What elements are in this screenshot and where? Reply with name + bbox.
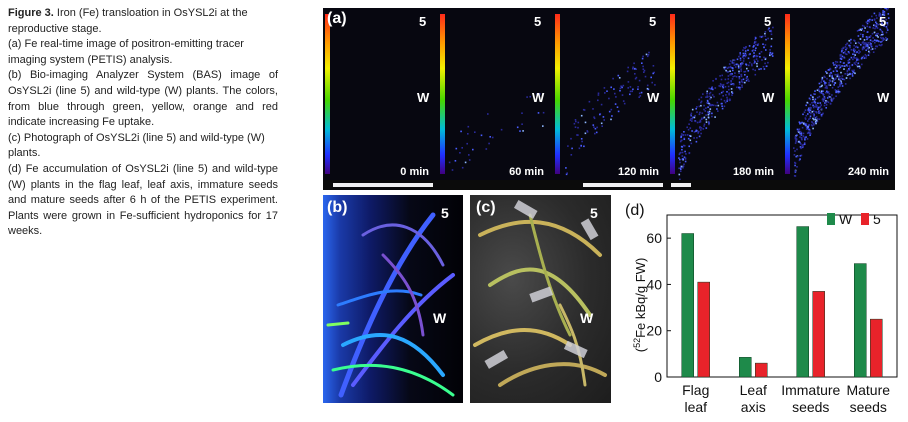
frame-time: 120 min [618, 166, 659, 178]
frame-time: 240 min [848, 166, 889, 178]
legend-swatch-5 [861, 213, 869, 225]
frame-label-5: 5 [764, 14, 772, 29]
legend-label-5: 5 [873, 211, 881, 227]
petis-signal-speckle [448, 93, 545, 171]
bar-5-3 [870, 318, 883, 378]
petis-frame-60: 5 W 60 min [438, 8, 550, 180]
frame-label-w: W [417, 90, 430, 105]
panel-c-label: (c) [476, 199, 496, 216]
y-tick-label: 20 [646, 323, 662, 339]
panel-d-label: (d) [625, 202, 645, 219]
timeline-bar [323, 180, 895, 190]
panel-c-label-w: W [580, 310, 594, 326]
petis-signal-speckle [678, 26, 774, 180]
y-axis-label-units: Fe kBq/g FW) [633, 258, 648, 338]
panel-a-petis-frames: 5 W 0 min 5 W 60 min 5 W 120 min 5 W 180… [323, 8, 895, 190]
caption-item-d: (d) Fe accumulation of OsYSL2i (line 5) … [8, 162, 278, 238]
plot-frame [666, 214, 898, 378]
color-scale-bar [670, 14, 675, 174]
bar-5-0 [697, 281, 710, 378]
y-tick-label: 0 [654, 369, 662, 385]
y-tick-label: 40 [646, 276, 662, 292]
frame-label-5: 5 [649, 14, 657, 29]
petis-signal-speckle [793, 8, 890, 177]
bar-5-1 [755, 362, 768, 378]
y-tick-label: 60 [646, 230, 662, 246]
frame-time: 180 min [733, 166, 774, 178]
timeline-segment [671, 183, 691, 187]
x-tick-label: Leaf [740, 382, 767, 398]
panel-b-label-w: W [433, 310, 447, 326]
petis-frame-180: 5 W 180 min [668, 8, 780, 180]
timeline-segment [583, 183, 663, 187]
color-scale-bar [555, 14, 560, 174]
color-scale-bar [325, 14, 330, 174]
legend-label-w: W [839, 211, 853, 227]
frame-label-5: 5 [879, 14, 887, 29]
x-tick-label: Mature [846, 382, 890, 398]
panel-c-photograph: (c) 5 W [470, 195, 611, 403]
plant-photo [473, 200, 607, 387]
x-tick-label: Immature [781, 382, 840, 398]
caption-item-a: (a) Fe real-time image of positron-emitt… [8, 38, 244, 66]
frame-label-5: 5 [419, 14, 427, 29]
x-tick-label: seeds [792, 399, 829, 415]
x-tick-label: seeds [850, 399, 887, 415]
x-tick-label: Flag [682, 382, 709, 398]
y-axis-label-open: ( [633, 347, 648, 352]
timeline-segment [333, 183, 433, 187]
bas-plant-image [326, 212, 455, 398]
panel-d-bar-chart: (d) (52Fe kBq/g FW) 0 20 40 60 Flag leaf Leaf… [617, 195, 907, 422]
bar-5-2 [812, 291, 825, 378]
caption-title-bold: Figure 3. [8, 7, 54, 19]
panel-b-label: (b) [327, 199, 348, 216]
legend-swatch-w [827, 213, 835, 225]
frame-label-w: W [532, 90, 545, 105]
x-tick-label: axis [741, 399, 766, 415]
petis-frame-240: 5 W 240 min [783, 8, 895, 180]
panel-a-label: (a) [327, 10, 347, 27]
frame-label-w: W [877, 90, 890, 105]
petis-frame-0: 5 W 0 min [323, 8, 435, 180]
color-scale-bar [440, 14, 445, 174]
frame-label-w: W [762, 90, 775, 105]
petis-signal-speckle [565, 51, 656, 176]
y-axis-label-superscript: 52 [632, 338, 642, 348]
caption-item-c: (c) Photograph of OsYSL2i (line 5) and w… [8, 131, 265, 160]
figure-caption: Figure 3. Iron (Fe) transloation in OsYS… [8, 6, 278, 240]
y-axis-label: (52Fe kBq/g FW) [632, 258, 648, 353]
panel-c-label-5: 5 [590, 205, 598, 221]
panel-b-bas-image: (b) 5 W [323, 195, 463, 403]
frame-time: 60 min [509, 166, 544, 178]
caption-title-text: Iron (Fe) transloation in OsYSL2i at the… [8, 7, 248, 35]
frame-time: 0 min [400, 166, 429, 178]
x-tick-label: leaf [684, 399, 707, 415]
color-scale-bar [785, 14, 790, 174]
frame-label-w: W [647, 90, 660, 105]
bar-w-1 [739, 357, 752, 378]
frame-label-5: 5 [534, 14, 542, 29]
panel-b-label-5: 5 [441, 205, 449, 221]
caption-title: Figure 3. Iron (Fe) transloation in OsYS… [8, 6, 278, 37]
bar-w-0 [681, 233, 694, 378]
petis-frame-120: 5 W 120 min [553, 8, 665, 180]
bar-w-3 [854, 263, 867, 378]
caption-item-b: (b) Bio-imaging Analyzer System (BAS) im… [8, 69, 278, 129]
bar-w-2 [796, 226, 809, 378]
